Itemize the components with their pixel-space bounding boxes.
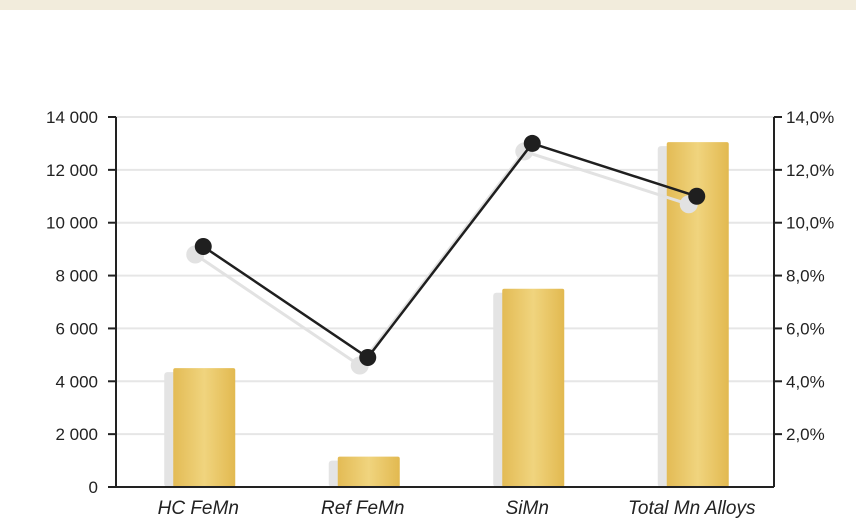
line-marker	[688, 187, 706, 205]
shadows	[164, 146, 720, 487]
left-tick-label: 10 000	[46, 214, 98, 233]
line-marker	[359, 349, 377, 366]
bars	[173, 142, 729, 487]
left-tick-label: 8 000	[55, 267, 98, 286]
line-series	[186, 134, 706, 375]
line-marker	[523, 134, 541, 152]
bar	[337, 456, 400, 487]
right-tick-label: 10,0%	[786, 214, 834, 233]
category-label: HC FeMn	[158, 498, 239, 519]
bar	[502, 288, 565, 487]
left-tick-label: 12 000	[46, 161, 98, 180]
left-tick-label: 14 000	[46, 108, 98, 127]
top-band	[0, 0, 856, 10]
category-label: SiMn	[506, 498, 549, 519]
axes	[108, 116, 782, 488]
left-tick-label: 6 000	[55, 319, 98, 338]
left-tick-label: 0	[89, 478, 98, 497]
right-tick-label: 6,0%	[786, 319, 825, 338]
bar	[173, 368, 236, 487]
bar	[666, 142, 729, 487]
category-label: Ref FeMn	[321, 498, 404, 519]
category-label: Total Mn Alloys	[628, 498, 756, 519]
left-tick-label: 2 000	[55, 425, 98, 444]
right-tick-label: 4,0%	[786, 372, 825, 391]
right-tick-label: 12,0%	[786, 161, 834, 180]
right-tick-label: 2,0%	[786, 425, 825, 444]
line-shadow	[194, 149, 690, 368]
line-series	[202, 141, 698, 360]
right-tick-label: 14,0%	[786, 108, 834, 127]
line-marker	[194, 238, 212, 255]
labels: 0 2 000 4 000 6 000 8 000 10 000 12 000 14 000 2…	[46, 108, 834, 519]
left-tick-label: 4 000	[55, 372, 98, 391]
right-tick-label: 8,0%	[786, 267, 825, 286]
